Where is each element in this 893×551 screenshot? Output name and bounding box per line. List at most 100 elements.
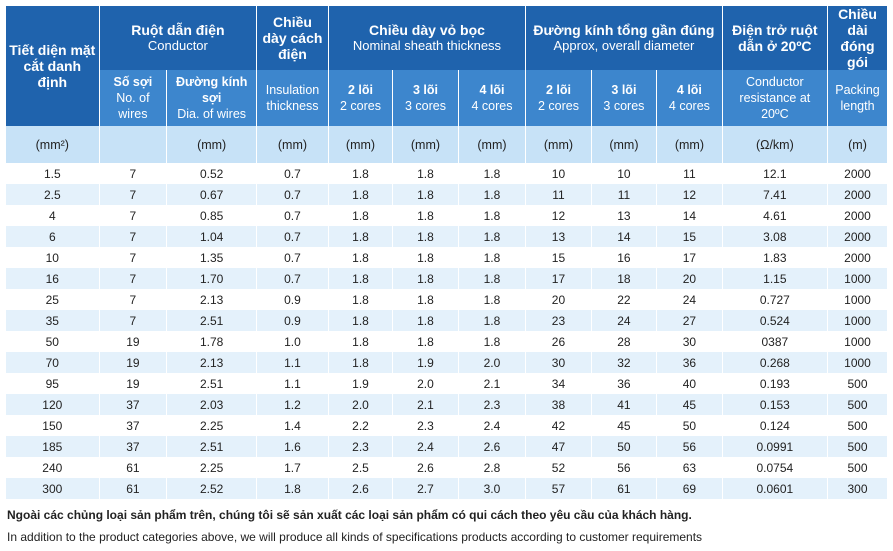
cell-dia: 2.03 [166,394,258,415]
cell-diameter-3: 36 [591,373,658,394]
cell-packing: 2000 [827,163,887,184]
cell-sheath-4: 2.6 [458,436,527,457]
cell-dia: 2.25 [166,457,258,478]
cell-dia: 1.35 [166,247,258,268]
table-body: 1.5 7 0.52 0.7 1.8 1.8 1.8 10 10 11 12.1 2000 2.5 7 0.… [6,163,887,499]
cell-sheath-4: 1.8 [458,163,527,184]
cell-sheath-2: 1.8 [328,310,394,331]
cell-diameter-2: 20 [525,289,592,310]
cell-dia: 0.67 [166,184,258,205]
cell-diameter-4: 24 [656,289,723,310]
cell-dia: 2.51 [166,373,258,394]
unit-dia: (mm) [166,126,258,163]
cell-insulation: 1.6 [256,436,329,457]
cell-insulation: 1.1 [256,352,329,373]
table-row: 16 7 1.70 0.7 1.8 1.8 1.8 17 18 20 1.15 1000 [6,268,887,289]
cell-sheath-3: 2.4 [392,436,459,457]
header-wires-en: No. of wires [116,91,150,121]
cell-sheath-4: 1.8 [458,289,527,310]
header-conductor-vi: Ruột dẫn điện [131,22,225,38]
cell-resistance: 0.0991 [722,436,829,457]
cell-insulation: 0.9 [256,289,329,310]
cell-insulation: 0.7 [256,268,329,289]
cell-packing: 500 [827,415,887,436]
header-diameter-4: 4 lõi 4 cores [656,70,723,126]
cell-diameter-2: 52 [525,457,592,478]
cell-diameter-4: 40 [656,373,723,394]
cell-insulation: 0.7 [256,226,329,247]
header-packing-en: Packing length [827,70,887,126]
cell-packing: 2000 [827,184,887,205]
header-sheath-2-vi: 2 lõi [348,83,374,97]
header-row-sub: Số sợi No. of wires Đường kính sợi Dia. … [6,70,887,126]
cell-sheath-3: 2.3 [392,415,459,436]
cell-diameter-4: 14 [656,205,723,226]
cell-wires: 7 [99,163,168,184]
cell-resistance: 0.0754 [722,457,829,478]
cell-sheath-4: 2.3 [458,394,527,415]
header-insulation-vi: Chiều dày cách điện [262,14,323,62]
cell-sheath-4: 2.0 [458,352,527,373]
cell-diameter-4: 69 [656,478,723,499]
cell-resistance: 0.153 [722,394,829,415]
cell-diameter-2: 38 [525,394,592,415]
unit-wires [99,126,168,163]
cell-resistance: 0.727 [722,289,829,310]
cell-dia: 2.51 [166,310,258,331]
cell-sheath-2: 2.2 [328,415,394,436]
cell-diameter-3: 11 [591,184,658,205]
header-conductor: Ruột dẫn điện Conductor [99,6,258,70]
table-row: 10 7 1.35 0.7 1.8 1.8 1.8 15 16 17 1.83 2000 [6,247,887,268]
header-dia: Đường kính sợi Dia. of wires [166,70,258,126]
cell-diameter-4: 27 [656,310,723,331]
cell-area: 6 [6,226,100,247]
cell-packing: 1000 [827,352,887,373]
cell-wires: 7 [99,184,168,205]
cell-diameter-3: 16 [591,247,658,268]
cell-packing: 500 [827,394,887,415]
header-sheath-2: 2 lõi 2 cores [328,70,394,126]
unit-area: (mm²) [6,126,100,163]
header-resistance-en: Conductor resistance at 20ºC [722,70,829,126]
cell-diameter-4: 56 [656,436,723,457]
cell-insulation: 1.1 [256,373,329,394]
table-row: 35 7 2.51 0.9 1.8 1.8 1.8 23 24 27 0.524 1000 [6,310,887,331]
cell-wires: 19 [99,373,168,394]
cell-insulation: 0.7 [256,184,329,205]
table-row: 150 37 2.25 1.4 2.2 2.3 2.4 42 45 50 0.124 500 [6,415,887,436]
cell-diameter-3: 32 [591,352,658,373]
cell-wires: 37 [99,415,168,436]
cell-wires: 7 [99,205,168,226]
header-diameter-2-vi: 2 lõi [545,83,571,97]
unit-row: (mm²) (mm) (mm) (mm) (mm) (mm) (mm) (mm)… [6,126,887,163]
cell-insulation: 0.7 [256,247,329,268]
cell-diameter-2: 57 [525,478,592,499]
cell-insulation: 0.7 [256,163,329,184]
cell-sheath-3: 2.6 [392,457,459,478]
cell-sheath-2: 1.8 [328,352,394,373]
unit-sheath-2: (mm) [328,126,394,163]
cell-resistance: 12.1 [722,163,829,184]
header-row-main: Tiết diện mặt cắt danh định Ruột dẫn điệ… [6,6,887,126]
cell-diameter-2: 42 [525,415,592,436]
cell-sheath-3: 1.8 [392,289,459,310]
header-diameter: Đường kính tổng gần đúng Approx, overall… [525,6,723,70]
cell-packing: 2000 [827,226,887,247]
table-row: 120 37 2.03 1.2 2.0 2.1 2.3 38 41 45 0.153 500 [6,394,887,415]
unit-resistance: (Ω/km) [722,126,829,163]
cell-resistance: 0387 [722,331,829,352]
header-sheath-4-vi: 4 lõi [479,83,505,97]
cell-packing: 1000 [827,268,887,289]
header-resistance: Điện trở ruột dẫn ở 20ºC [722,6,829,70]
table-row: 185 37 2.51 1.6 2.3 2.4 2.6 47 50 56 0.0991 500 [6,436,887,457]
cell-diameter-4: 12 [656,184,723,205]
cell-diameter-4: 30 [656,331,723,352]
unit-diameter-2: (mm) [525,126,592,163]
cell-diameter-2: 15 [525,247,592,268]
cell-diameter-3: 45 [591,415,658,436]
header-sheath: Chiều dày vỏ bọc Nominal sheath thicknes… [328,6,527,70]
cell-packing: 500 [827,436,887,457]
cell-diameter-2: 30 [525,352,592,373]
cell-area: 150 [6,415,100,436]
cell-diameter-2: 17 [525,268,592,289]
